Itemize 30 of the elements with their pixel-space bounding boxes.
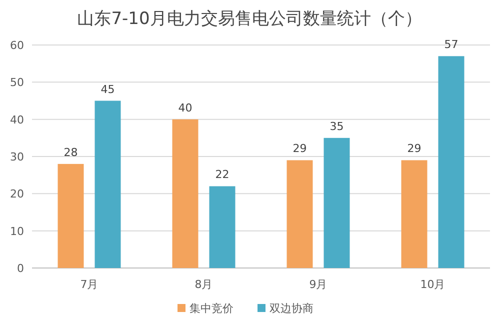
- bar: [286, 160, 313, 268]
- y-tick-label: 60: [10, 39, 24, 52]
- y-tick-label: 30: [10, 150, 24, 164]
- y-tick-label: 10: [10, 224, 24, 238]
- data-label: 28: [64, 146, 78, 159]
- x-tick-label: 7月: [80, 278, 98, 291]
- x-tick-label: 8月: [194, 278, 213, 291]
- bar: [438, 56, 464, 268]
- data-label: 40: [178, 101, 192, 114]
- data-label: 22: [215, 168, 230, 182]
- bar: [401, 160, 428, 268]
- legend-label: 集中竞价: [190, 302, 234, 315]
- bar: [58, 164, 84, 268]
- y-tick-label: 40: [10, 113, 24, 126]
- y-tick-label: 20: [10, 188, 24, 201]
- data-label: 57: [444, 38, 458, 52]
- data-label: 29: [292, 142, 307, 156]
- data-label: 29: [407, 142, 422, 156]
- bar: [324, 138, 350, 268]
- y-tick-label: 0: [17, 262, 24, 275]
- chart-title: 山东7-10月电力交易售电公司数量统计（个）: [77, 9, 422, 29]
- data-label: 35: [330, 120, 344, 133]
- bar: [94, 100, 121, 268]
- bar: [209, 186, 236, 268]
- data-label: 45: [100, 82, 115, 96]
- bar: [172, 119, 198, 268]
- legend-label: 双边协商: [270, 302, 314, 315]
- x-tick-label: 9月: [309, 278, 328, 291]
- x-tick-label: 10月: [420, 278, 446, 291]
- y-tick-label: 50: [10, 76, 24, 90]
